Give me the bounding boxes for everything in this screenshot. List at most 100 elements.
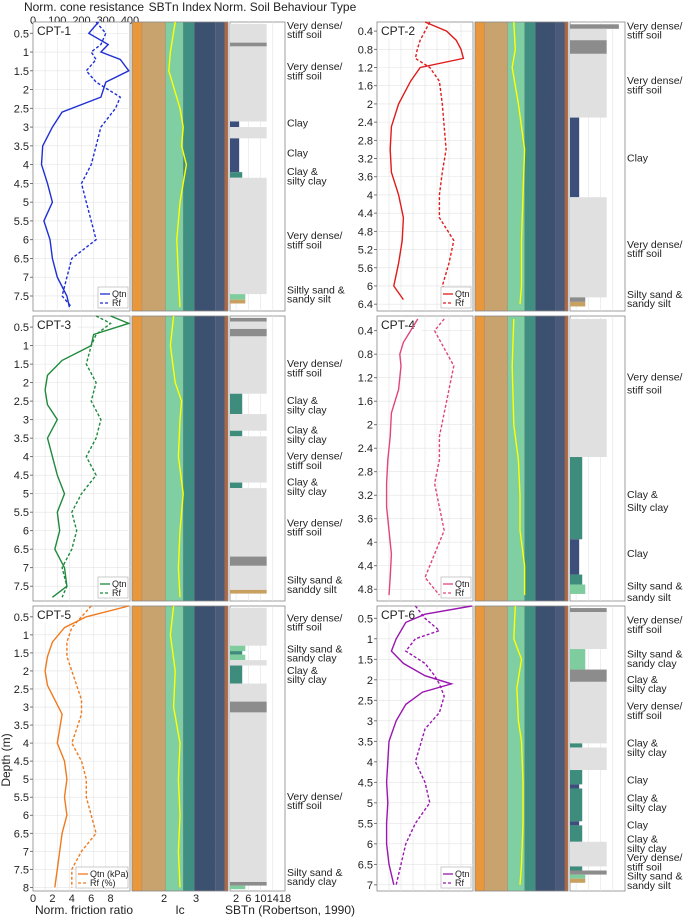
sbt-block-clay — [570, 821, 580, 826]
rf-tick-label: 0 — [30, 893, 36, 905]
legend-label: Qtn — [112, 579, 127, 589]
panel-title: CPT-6 — [381, 608, 415, 622]
ic-line — [511, 21, 526, 305]
ic-zone-band — [507, 606, 525, 891]
soil-type-label: Very dense/ — [287, 791, 343, 803]
depth-tick-label: 4 — [367, 190, 373, 202]
soil-type-label: Very dense/ — [287, 358, 343, 370]
sbt-block-dark-grey — [570, 297, 586, 302]
depth-tick-label: 3 — [367, 716, 373, 728]
sbt-block-silty-sand — [230, 654, 246, 661]
soil-type-label: Clay & — [287, 477, 318, 489]
soil-type-label: silty clay — [627, 843, 667, 855]
soil-type-label: Very dense/ — [627, 372, 683, 384]
sbt-block-clay — [570, 784, 580, 789]
sbt-block-very-dense — [570, 747, 607, 771]
soil-type-label: Clay — [627, 548, 649, 560]
friction-axis-title: Norm. friction ratio — [35, 903, 133, 917]
soil-type-label: Clay & — [287, 425, 318, 437]
depth-tick-label: 1.5 — [14, 359, 29, 371]
depth-tick-label: 0.4 — [358, 26, 373, 38]
soil-type-label: silty clay — [287, 404, 327, 416]
ic-zone-band — [165, 606, 184, 891]
soil-type-label: Silty clay — [627, 502, 669, 514]
ic-line — [511, 318, 526, 596]
sbt-tick-label: 10 — [254, 893, 266, 905]
panel-title-bg — [34, 317, 78, 332]
sbt-block-dark-grey — [570, 669, 607, 682]
soil-type-label: Clay — [287, 147, 309, 159]
soil-type-label: sanddy silt — [287, 584, 337, 596]
ic-zone-band — [132, 22, 142, 311]
depth-tick-label: 8 — [23, 882, 29, 894]
soil-type-label: Very dense/ — [287, 517, 343, 529]
rf-tick-label: 4 — [69, 893, 75, 905]
soil-type-label: sandy silt — [287, 294, 331, 306]
depth-tick-label: 2.5 — [14, 103, 29, 115]
depth-tick-label: 6 — [367, 281, 373, 293]
soil-type-label: sandy silt — [627, 298, 671, 310]
soil-type-label: stiff soil — [287, 70, 322, 82]
soil-type-label: Clay & — [627, 489, 658, 501]
ic-zone-band — [484, 316, 508, 601]
soil-type-label: Very dense/ — [627, 700, 683, 712]
rf-line — [414, 21, 455, 301]
depth-tick-label: 3.5 — [14, 720, 29, 732]
soil-type-label: Clay & — [627, 793, 658, 805]
panel-title-bg — [378, 317, 422, 332]
sbt-block-very-dense — [570, 681, 607, 744]
sbt-block-very-dense — [570, 197, 607, 298]
soil-type-label: stiff soil — [627, 385, 662, 397]
cpt-panels: 0.511.522.533.544.555.566.577.5CPT-1QtnR… — [14, 20, 683, 895]
soil-type-label: stiff soil — [627, 862, 662, 874]
sbt-block-clay — [570, 117, 580, 198]
soil-type-label: Very dense/ — [627, 239, 683, 251]
depth-tick-label: 2.5 — [14, 396, 29, 408]
soil-type-label: stiff soil — [627, 248, 662, 260]
depth-tick-label: 6.5 — [14, 253, 29, 265]
panel-cpt-2: 0.4 0.8 1.2 1.6 2 2.4 2.8 3.2 3.6 4 4.4 4.8 5.2 5.6 6 6… — [358, 21, 683, 312]
sbt-block-very-dense — [230, 683, 267, 702]
soil-type-label: Clay & — [287, 166, 318, 178]
depth-tick-label: 3 — [23, 702, 29, 714]
sbt-block-dark-grey — [230, 881, 267, 886]
depth-tick-label: 5.5 — [358, 818, 373, 830]
sbt-block-silty-clay — [570, 866, 583, 871]
depth-tick-label: 3.6 — [358, 514, 373, 526]
depth-tick-label: 3.2 — [358, 490, 373, 502]
sbt-block-silty-clay — [570, 457, 583, 540]
sbt-block-dark-grey — [570, 24, 619, 29]
panel-title: CPT-2 — [381, 24, 415, 38]
soil-type-label: silty clay — [287, 176, 327, 188]
panel-cpt-5: 0.5 1 1.5 2 2.5 3 3.5 4 4.5 5 5.5 6 6.5 7 7.5 8 CPT-5 Qtn… — [14, 605, 343, 894]
soil-type-label: Very dense/ — [287, 61, 343, 73]
sbt-block-silty-clay — [570, 743, 583, 748]
panel-title-bg — [34, 607, 78, 622]
ic-zone-band — [475, 606, 485, 891]
ic-zone-band — [507, 316, 525, 601]
sbt-block-silty-clay — [570, 825, 583, 842]
soil-type-label: stiff soil — [627, 30, 662, 42]
sbt-block-very-dense — [230, 321, 267, 329]
rf-tick-label: 2 — [49, 893, 55, 905]
ic-zone-band — [564, 316, 568, 601]
sbt-block-sandy-silt — [570, 878, 586, 883]
legend-label: Qtn — [455, 289, 470, 299]
panel-title: CPT-1 — [37, 24, 71, 38]
sbt-block-very-dense — [230, 127, 267, 139]
ic-zone-band — [555, 22, 565, 311]
soil-type-label: Very dense/ — [627, 75, 683, 87]
depth-tick-label: 1 — [23, 630, 29, 642]
ic-zone-band — [535, 316, 556, 601]
bottom-axis-ticks: 0 2 4 6 8 2 3 2 6 10 14 18 — [30, 893, 291, 905]
panel-title: CPT-3 — [37, 318, 71, 332]
depth-tick-label: 2 — [367, 99, 373, 111]
sbt-tick-label: 2 — [233, 893, 239, 905]
sbt-block-very-dense — [570, 612, 607, 650]
sbt-block-dark-grey — [230, 328, 267, 337]
ic-tick-label: 3 — [193, 893, 199, 905]
soil-type-label: sandy silt — [627, 880, 671, 892]
legend-label: Rf — [112, 298, 121, 308]
soil-type-label: Clay & — [627, 834, 658, 846]
